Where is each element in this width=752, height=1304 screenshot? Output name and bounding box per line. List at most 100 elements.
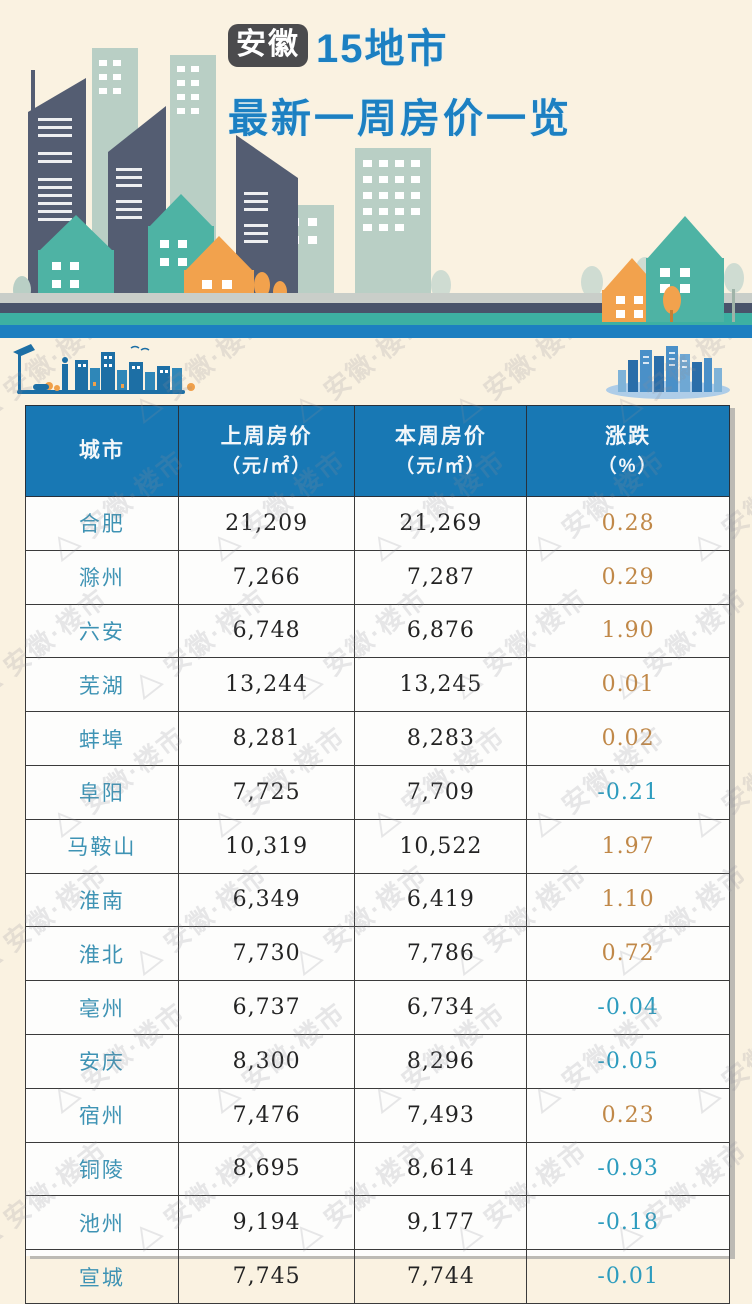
city-cell: 阜阳 bbox=[25, 764, 179, 820]
table-row: 滁州 7,266 7,287 0.29 bbox=[25, 549, 730, 605]
price-table: 城市 上周房价 （元/㎡） 本周房价 （元/㎡） 涨跌 （%） 合肥 21,209… bbox=[25, 405, 730, 1304]
change-cell: -0.21 bbox=[526, 764, 730, 820]
mid-strip bbox=[0, 338, 752, 405]
change-cell: 0.28 bbox=[526, 496, 730, 551]
region-badge: 安徽 bbox=[228, 23, 308, 67]
last-week-price-cell: 8,281 bbox=[177, 711, 356, 766]
this-week-price-cell: 7,786 bbox=[354, 926, 528, 982]
city-cell: 安庆 bbox=[25, 1033, 179, 1089]
table-row: 合肥 21,209 21,269 0.28 bbox=[25, 496, 730, 551]
page-title-block: 安徽 15地市 最新一周房价一览 bbox=[228, 16, 572, 144]
column-header-label: 上周房价 bbox=[220, 425, 313, 448]
city-cell: 宣城 bbox=[25, 1249, 179, 1304]
column-header-last-week: 上周房价 （元/㎡） bbox=[177, 405, 356, 497]
change-cell: -0.93 bbox=[526, 1141, 730, 1197]
column-header-label: 城市 bbox=[78, 439, 125, 463]
column-header-this-week: 本周房价 （元/㎡） bbox=[354, 405, 528, 497]
city-cell: 滁州 bbox=[25, 549, 179, 605]
price-table-container: 城市 上周房价 （元/㎡） 本周房价 （元/㎡） 涨跌 （%） 合肥 21,209… bbox=[25, 405, 730, 1304]
last-week-price-cell: 7,745 bbox=[177, 1249, 356, 1304]
city-cell: 淮南 bbox=[25, 872, 179, 928]
change-cell: -0.04 bbox=[526, 980, 730, 1035]
table-row: 六安 6,748 6,876 1.90 bbox=[25, 603, 730, 659]
column-header-change: 涨跌 （%） bbox=[526, 405, 730, 497]
last-week-price-cell: 7,476 bbox=[177, 1087, 356, 1143]
this-week-price-cell: 21,269 bbox=[354, 496, 528, 551]
last-week-price-cell: 13,244 bbox=[177, 657, 356, 713]
city-cell: 合肥 bbox=[25, 496, 179, 551]
change-cell: 0.02 bbox=[526, 711, 730, 766]
change-cell: 1.10 bbox=[526, 872, 730, 928]
last-week-price-cell: 9,194 bbox=[177, 1195, 356, 1251]
price-table-body: 合肥 21,209 21,269 0.28 滁州 7,266 7,287 0.29 六安 6,74… bbox=[25, 496, 730, 1304]
table-row: 池州 9,194 9,177 -0.18 bbox=[25, 1195, 730, 1251]
change-cell: -0.01 bbox=[526, 1249, 730, 1304]
road-stripes bbox=[0, 293, 752, 338]
column-header-unit: （%） bbox=[597, 455, 659, 477]
city-cell: 铜陵 bbox=[25, 1141, 179, 1197]
this-week-price-cell: 8,614 bbox=[354, 1141, 528, 1197]
column-header-city: 城市 bbox=[25, 405, 179, 497]
banner-skyline-illustration bbox=[0, 48, 752, 338]
table-row: 宿州 7,476 7,493 0.23 bbox=[25, 1087, 730, 1143]
city-3d-skyline-icon bbox=[606, 346, 730, 399]
table-row: 铜陵 8,695 8,614 -0.93 bbox=[25, 1141, 730, 1197]
last-week-price-cell: 21,209 bbox=[177, 496, 356, 551]
change-cell: -0.18 bbox=[526, 1195, 730, 1251]
this-week-price-cell: 9,177 bbox=[354, 1195, 528, 1251]
city-cell: 宿州 bbox=[25, 1087, 179, 1143]
table-row: 阜阳 7,725 7,709 -0.21 bbox=[25, 764, 730, 820]
this-week-price-cell: 8,296 bbox=[354, 1033, 528, 1089]
table-row: 亳州 6,737 6,734 -0.04 bbox=[25, 980, 730, 1035]
change-cell: 0.23 bbox=[526, 1087, 730, 1143]
city-cell: 六安 bbox=[25, 603, 179, 659]
this-week-price-cell: 6,419 bbox=[354, 872, 528, 928]
last-week-price-cell: 6,349 bbox=[177, 872, 356, 928]
change-cell: 0.01 bbox=[526, 657, 730, 713]
city-cell: 池州 bbox=[25, 1195, 179, 1251]
last-week-price-cell: 8,300 bbox=[177, 1033, 356, 1089]
column-header-label: 涨跌 bbox=[605, 425, 652, 448]
table-row: 马鞍山 10,319 10,522 1.97 bbox=[25, 818, 730, 874]
table-row: 宣城 7,745 7,744 -0.01 bbox=[25, 1249, 730, 1304]
city-cell: 芜湖 bbox=[25, 657, 179, 713]
this-week-price-cell: 10,522 bbox=[354, 818, 528, 874]
table-row: 淮北 7,730 7,786 0.72 bbox=[25, 926, 730, 982]
this-week-price-cell: 8,283 bbox=[354, 711, 528, 766]
change-cell: 0.29 bbox=[526, 549, 730, 605]
page-title: 15地市 bbox=[316, 27, 449, 71]
table-header-row: 城市 上周房价 （元/㎡） 本周房价 （元/㎡） 涨跌 （%） bbox=[25, 405, 730, 497]
column-header-unit: （元/㎡） bbox=[220, 455, 313, 477]
table-row: 蚌埠 8,281 8,283 0.02 bbox=[25, 711, 730, 766]
change-cell: 1.90 bbox=[526, 603, 730, 659]
this-week-price-cell: 13,245 bbox=[354, 657, 528, 713]
city-cell: 马鞍山 bbox=[25, 818, 179, 874]
city-cell: 蚌埠 bbox=[25, 711, 179, 766]
city-cell: 亳州 bbox=[25, 980, 179, 1035]
this-week-price-cell: 7,493 bbox=[354, 1087, 528, 1143]
table-row: 安庆 8,300 8,296 -0.05 bbox=[25, 1033, 730, 1089]
title-line: 安徽 15地市 bbox=[228, 16, 572, 74]
table-row: 芜湖 13,244 13,245 0.01 bbox=[25, 657, 730, 713]
column-header-unit: （元/㎡） bbox=[395, 455, 487, 477]
last-week-price-cell: 8,695 bbox=[177, 1141, 356, 1197]
change-cell: -0.05 bbox=[526, 1033, 730, 1089]
last-week-price-cell: 6,748 bbox=[177, 603, 356, 659]
change-cell: 0.72 bbox=[526, 926, 730, 982]
this-week-price-cell: 7,709 bbox=[354, 764, 528, 820]
mini-skyline-icon bbox=[13, 344, 195, 394]
last-week-price-cell: 7,725 bbox=[177, 764, 356, 820]
last-week-price-cell: 7,730 bbox=[177, 926, 356, 982]
this-week-price-cell: 7,744 bbox=[354, 1249, 528, 1304]
change-cell: 1.97 bbox=[526, 818, 730, 874]
city-cell: 淮北 bbox=[25, 926, 179, 982]
column-header-label: 本周房价 bbox=[394, 425, 487, 448]
last-week-price-cell: 6,737 bbox=[177, 980, 356, 1035]
this-week-price-cell: 7,287 bbox=[354, 549, 528, 605]
this-week-price-cell: 6,734 bbox=[354, 980, 528, 1035]
right-house-shapes bbox=[602, 216, 744, 322]
last-week-price-cell: 10,319 bbox=[177, 818, 356, 874]
table-row: 淮南 6,349 6,419 1.10 bbox=[25, 872, 730, 928]
last-week-price-cell: 7,266 bbox=[177, 549, 356, 605]
page-subtitle: 最新一周房价一览 bbox=[228, 97, 572, 141]
